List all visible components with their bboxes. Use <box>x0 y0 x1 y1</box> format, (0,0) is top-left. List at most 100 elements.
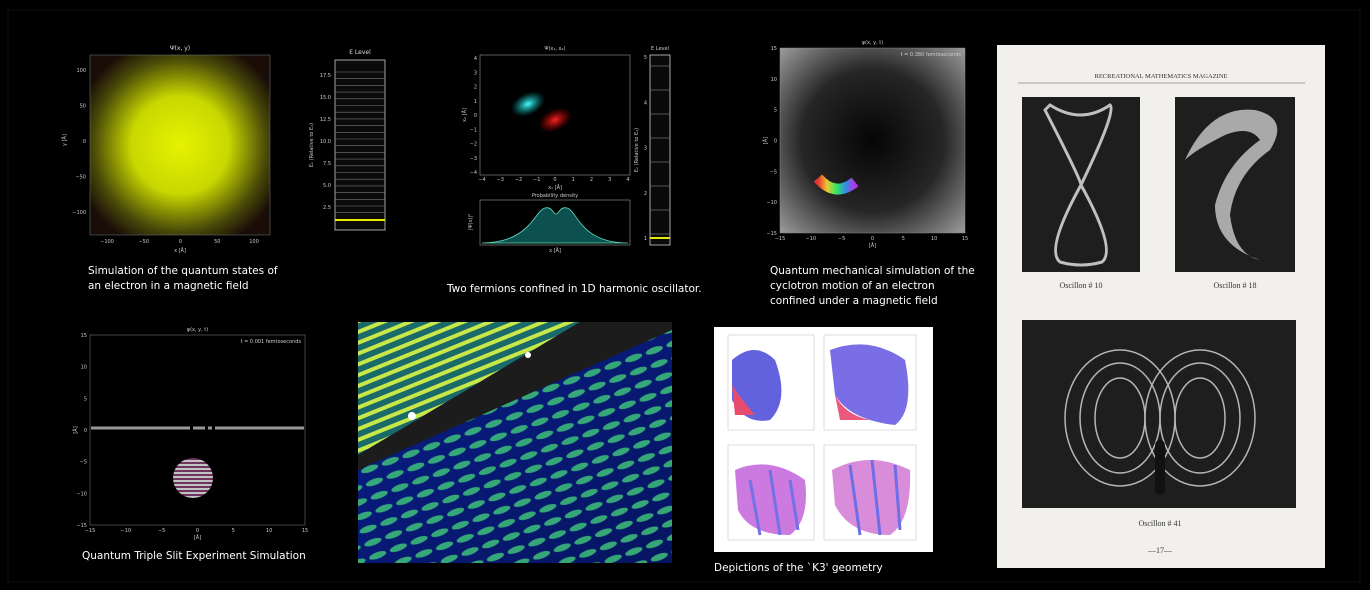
axis-label: [Å] <box>72 426 79 433</box>
axis-label: x [Å] <box>174 247 186 254</box>
annotation: t = 0.380 femtoseconds <box>901 52 962 58</box>
oscillon-core <box>1155 440 1165 495</box>
figure-label: Oscillon # 10 <box>1059 281 1102 290</box>
plot-title: E Level <box>349 49 371 56</box>
axis-label: |Ψ(x)|² <box>468 214 474 230</box>
y-tick-label: 10.0 <box>320 139 331 145</box>
y-tick-label: 5.0 <box>323 183 331 189</box>
y-tick-label: −2 <box>470 142 477 148</box>
y-tick-label: 17.5 <box>320 73 331 79</box>
x-tick-label: 15 <box>962 236 968 242</box>
x-tick-label: 50 <box>214 239 220 245</box>
wavefunction-plot <box>90 55 270 235</box>
y-tick-label: −100 <box>72 210 86 216</box>
axis-label: x₁ [Å] <box>548 184 562 191</box>
caption: cyclotron motion of an electron <box>770 280 935 292</box>
y-tick-label: 10 <box>771 77 777 83</box>
x-tick-label: 3 <box>608 177 611 183</box>
x-tick-label: −50 <box>138 239 149 245</box>
gallery: RECREATIONAL MATHEMATICS MAGAZINE Oscill… <box>0 0 1370 590</box>
y-tick-label: 0 <box>84 428 87 434</box>
plot-title: φ(x, y, t) <box>187 327 208 333</box>
y-tick-label: 0 <box>83 139 86 145</box>
y-tick-label: −10 <box>766 200 777 206</box>
y-tick-label: −4 <box>470 170 477 176</box>
axis-label: Eₙ (Relative to E₁) <box>309 123 315 167</box>
y-tick-label: 2 <box>644 191 647 197</box>
axis-label: [Å] <box>869 242 876 249</box>
y-tick-label: 1 <box>474 99 477 105</box>
caption: confined under a magnetic field <box>770 295 938 307</box>
y-tick-label: 5 <box>774 108 777 114</box>
y-tick-label: 0 <box>774 139 777 145</box>
y-tick-label: −15 <box>76 523 87 529</box>
figure-label: Oscillon # 41 <box>1138 519 1181 528</box>
axis-label: y [Å] <box>61 134 68 146</box>
y-tick-label: −5 <box>770 169 777 175</box>
axis-label: x [Å] <box>549 247 561 254</box>
x-tick-label: −5 <box>158 528 165 534</box>
x-tick-label: 5 <box>232 528 235 534</box>
x-tick-label: 4 <box>626 177 629 183</box>
plot-title: E Level <box>651 46 669 52</box>
caption: Two fermions confined in 1D harmonic osc… <box>446 283 702 295</box>
y-tick-label: 4 <box>644 100 647 106</box>
figure-label: Oscillon # 18 <box>1213 281 1256 290</box>
x-tick-label: 1 <box>572 177 575 183</box>
y-tick-label: 5 <box>84 396 87 402</box>
y-tick-label: −50 <box>75 175 86 181</box>
y-tick-label: 7.5 <box>323 161 331 167</box>
x-tick-label: 0 <box>871 236 874 242</box>
cyclotron-plot <box>780 48 965 233</box>
y-tick-label: 1 <box>644 236 647 242</box>
plot-title: φ(x, y, t) <box>862 40 883 46</box>
y-tick-label: 100 <box>76 68 86 74</box>
x-tick-label: −10 <box>806 236 817 242</box>
y-tick-label: 3 <box>474 70 477 76</box>
y-tick-label: 3 <box>644 146 647 152</box>
x-tick-label: 2 <box>590 177 593 183</box>
caption: Simulation of the quantum states of <box>88 265 278 277</box>
x-tick-label: 0 <box>553 177 556 183</box>
y-tick-label: 2 <box>474 85 477 91</box>
axis-label: [Å] <box>194 534 201 541</box>
x-tick-label: 10 <box>266 528 272 534</box>
y-tick-label: −15 <box>766 231 777 237</box>
x-tick-label: −1 <box>533 177 540 183</box>
y-tick-label: 15 <box>81 333 87 339</box>
y-tick-label: 15 <box>771 46 777 52</box>
x-tick-label: 5 <box>902 236 905 242</box>
y-tick-label: 0 <box>474 113 477 119</box>
y-tick-label: −1 <box>470 127 477 133</box>
y-tick-label: 12.5 <box>320 117 331 123</box>
axis-label: x₂ [Å] <box>461 108 468 122</box>
page-number: —17— <box>1147 546 1173 555</box>
x-tick-label: 15 <box>302 528 308 534</box>
x-tick-label: 10 <box>931 236 937 242</box>
x-tick-label: −100 <box>100 239 114 245</box>
y-tick-label: −10 <box>76 491 87 497</box>
y-tick-label: 15.0 <box>320 95 331 101</box>
level-plot <box>650 55 670 245</box>
x-tick-label: 0 <box>179 239 182 245</box>
caption: an electron in a magnetic field <box>88 280 249 292</box>
plot-title: Ψ(x₁, x₂) <box>545 46 566 52</box>
wave-packet <box>173 458 213 498</box>
x-tick-label: −3 <box>497 177 504 183</box>
axis-label: [Å] <box>762 137 769 144</box>
x-tick-label: −2 <box>515 177 522 183</box>
caption: Depictions of the `K3' geometry <box>714 562 883 574</box>
x-tick-label: −5 <box>838 236 845 242</box>
x-tick-label: 0 <box>196 528 199 534</box>
y-tick-label: −3 <box>470 156 477 162</box>
interference-image <box>358 322 672 563</box>
plot-title: Probability density <box>532 193 578 199</box>
caption: Quantum Triple Slit Experiment Simulatio… <box>82 550 306 562</box>
y-tick-label: 50 <box>80 104 86 110</box>
x-tick-label: −10 <box>121 528 132 534</box>
annotation: t = 0.001 femtoseconds <box>241 339 302 345</box>
axis-label: Eₙ (Relative to E₁) <box>634 128 640 172</box>
y-tick-label: 2.5 <box>323 205 331 211</box>
x-tick-label: −4 <box>478 177 485 183</box>
caption: Quantum mechanical simulation of the <box>770 265 975 277</box>
